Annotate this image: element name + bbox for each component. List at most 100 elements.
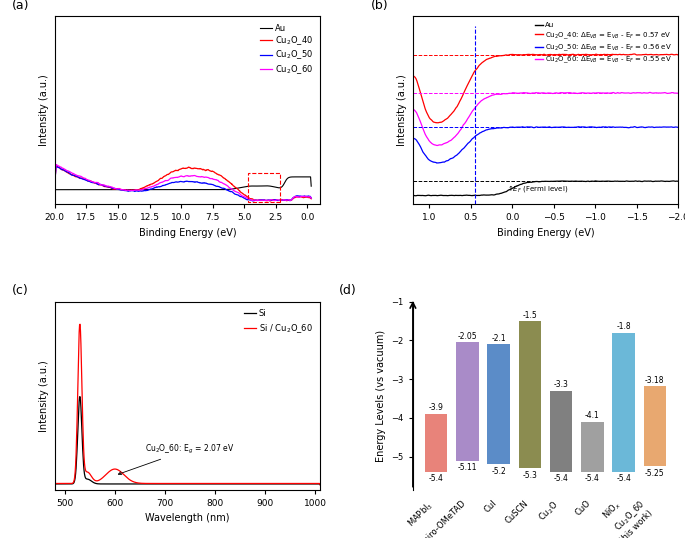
Line: Au: Au	[55, 177, 311, 194]
Text: -4.1: -4.1	[585, 411, 600, 420]
Line: Si: Si	[55, 397, 320, 485]
Bar	[550, 391, 573, 472]
Text: -3.3: -3.3	[553, 380, 569, 390]
Si / Cu$_2$O_60	[119, 471, 127, 478]
Text: -3.18: -3.18	[645, 376, 664, 385]
Au	[206, 187, 214, 193]
Si	[51, 482, 59, 488]
Si / Cu$_2$O_60	[171, 480, 179, 487]
Cu$_2$O_40	[307, 195, 315, 202]
Y-axis label: Intensity (a.u.): Intensity (a.u.)	[39, 360, 49, 431]
Au	[66, 187, 75, 193]
Cu$_2$O_40	[51, 179, 59, 186]
Text: -1.5: -1.5	[523, 310, 537, 320]
Si	[251, 481, 259, 487]
Cu$_2$O_60	[214, 178, 223, 184]
Cu$_2$O_60	[207, 175, 215, 182]
Y-axis label: Intensity (a.u.): Intensity (a.u.)	[39, 74, 49, 146]
Text: Cu$_2$O_60: E$_g$ = 2.07 eV: Cu$_2$O_60: E$_g$ = 2.07 eV	[119, 442, 234, 475]
Bar	[612, 332, 635, 472]
Si	[171, 481, 179, 487]
Bar	[425, 414, 447, 472]
Au	[271, 184, 279, 190]
Text: -2.1: -2.1	[491, 334, 506, 343]
Cu$_2$O_40	[266, 197, 275, 204]
Cu$_2$O_40	[52, 162, 60, 169]
Y-axis label: Intensity (a.u.): Intensity (a.u.)	[397, 74, 408, 146]
Cu$_2$O_60	[66, 169, 75, 175]
Y-axis label: Energy Levels (vs vacuum): Energy Levels (vs vacuum)	[376, 330, 386, 462]
Cu$_2$O_50	[249, 197, 258, 204]
Text: $↑E_F$ (Fermi level): $↑E_F$ (Fermi level)	[508, 183, 569, 194]
X-axis label: Binding Energy (eV): Binding Energy (eV)	[497, 228, 595, 238]
Cu$_2$O_60	[270, 197, 278, 204]
Text: (d): (d)	[338, 284, 356, 297]
Text: -1.8: -1.8	[616, 322, 631, 331]
Text: -5.4: -5.4	[429, 475, 444, 484]
Text: -2.05: -2.05	[458, 332, 477, 341]
Text: (b): (b)	[371, 0, 388, 12]
Si / Cu$_2$O_60	[51, 481, 59, 487]
Cu$_2$O_40	[207, 168, 215, 174]
Cu$_2$O_60	[307, 195, 315, 201]
Si	[119, 481, 127, 487]
Bar	[581, 422, 603, 472]
Si / Cu$_2$O_60	[316, 481, 324, 487]
Legend: Au, Cu$_2$O_40, Cu$_2$O_50, Cu$_2$O_60: Au, Cu$_2$O_40, Cu$_2$O_50, Cu$_2$O_60	[256, 20, 316, 79]
X-axis label: Binding Energy (eV): Binding Energy (eV)	[138, 228, 236, 238]
Text: -3.9: -3.9	[429, 404, 444, 413]
Cu$_2$O_40	[245, 195, 253, 202]
Text: (c): (c)	[12, 284, 29, 297]
Si / Cu$_2$O_60	[98, 475, 106, 482]
Au	[291, 174, 299, 180]
Line: Si / Cu$_2$O_60: Si / Cu$_2$O_60	[55, 324, 320, 484]
Text: -5.11: -5.11	[458, 463, 477, 472]
Cu$_2$O_40	[200, 167, 208, 173]
Au	[51, 190, 59, 197]
Bar	[644, 386, 666, 466]
Text: -5.2: -5.2	[491, 467, 506, 476]
Si	[98, 481, 106, 487]
Line: Cu$_2$O_60: Cu$_2$O_60	[55, 165, 311, 201]
Cu$_2$O_50	[272, 196, 280, 203]
Cu$_2$O_50	[200, 180, 208, 186]
Cu$_2$O_50	[307, 195, 315, 201]
Text: -5.4: -5.4	[585, 475, 600, 484]
Cu$_2$O_60	[51, 179, 59, 186]
Si / Cu$_2$O_60	[208, 480, 216, 487]
Cu$_2$O_50	[245, 196, 253, 203]
Bar	[488, 344, 510, 464]
Cu$_2$O_50	[51, 180, 59, 186]
Si / Cu$_2$O_60	[251, 480, 259, 487]
Text: -5.3: -5.3	[523, 471, 537, 479]
X-axis label: Wavelength (nm): Wavelength (nm)	[145, 513, 229, 523]
Cu$_2$O_40	[214, 172, 223, 178]
Bar	[248, 173, 279, 202]
Cu$_2$O_60	[245, 196, 253, 202]
Line: Cu$_2$O_50: Cu$_2$O_50	[55, 166, 311, 201]
Cu$_2$O_50	[52, 162, 60, 169]
Cu$_2$O_60	[272, 197, 280, 203]
Text: -5.4: -5.4	[616, 475, 631, 484]
Si	[208, 481, 216, 487]
Text: -5.25: -5.25	[645, 469, 664, 478]
Si / Cu$_2$O_60	[76, 321, 84, 328]
Cu$_2$O_50	[207, 181, 215, 187]
Legend: Si, Si / Cu$_2$O_60: Si, Si / Cu$_2$O_60	[240, 306, 316, 338]
Bar	[519, 321, 541, 468]
Si	[228, 481, 236, 487]
Si	[76, 393, 84, 400]
Au	[199, 187, 208, 193]
Au	[307, 183, 315, 189]
Cu$_2$O_40	[66, 171, 75, 178]
Au	[245, 183, 253, 189]
Legend: Au, Cu$_2$O_40: $\Delta$E$_{VB}$ = E$_{VB}$ - E$_F$ = 0.57 eV, Cu$_2$O_50: $\Del: Au, Cu$_2$O_40: $\Delta$E$_{VB}$ = E$_{V…	[532, 19, 675, 68]
Cu$_2$O_50	[66, 171, 75, 178]
Cu$_2$O_40	[272, 197, 280, 203]
Si / Cu$_2$O_60	[228, 480, 236, 487]
Line: Cu$_2$O_40: Cu$_2$O_40	[55, 166, 311, 201]
Cu$_2$O_60	[52, 161, 60, 168]
Au	[214, 187, 222, 193]
Si	[316, 482, 324, 488]
Cu$_2$O_60	[200, 174, 208, 181]
